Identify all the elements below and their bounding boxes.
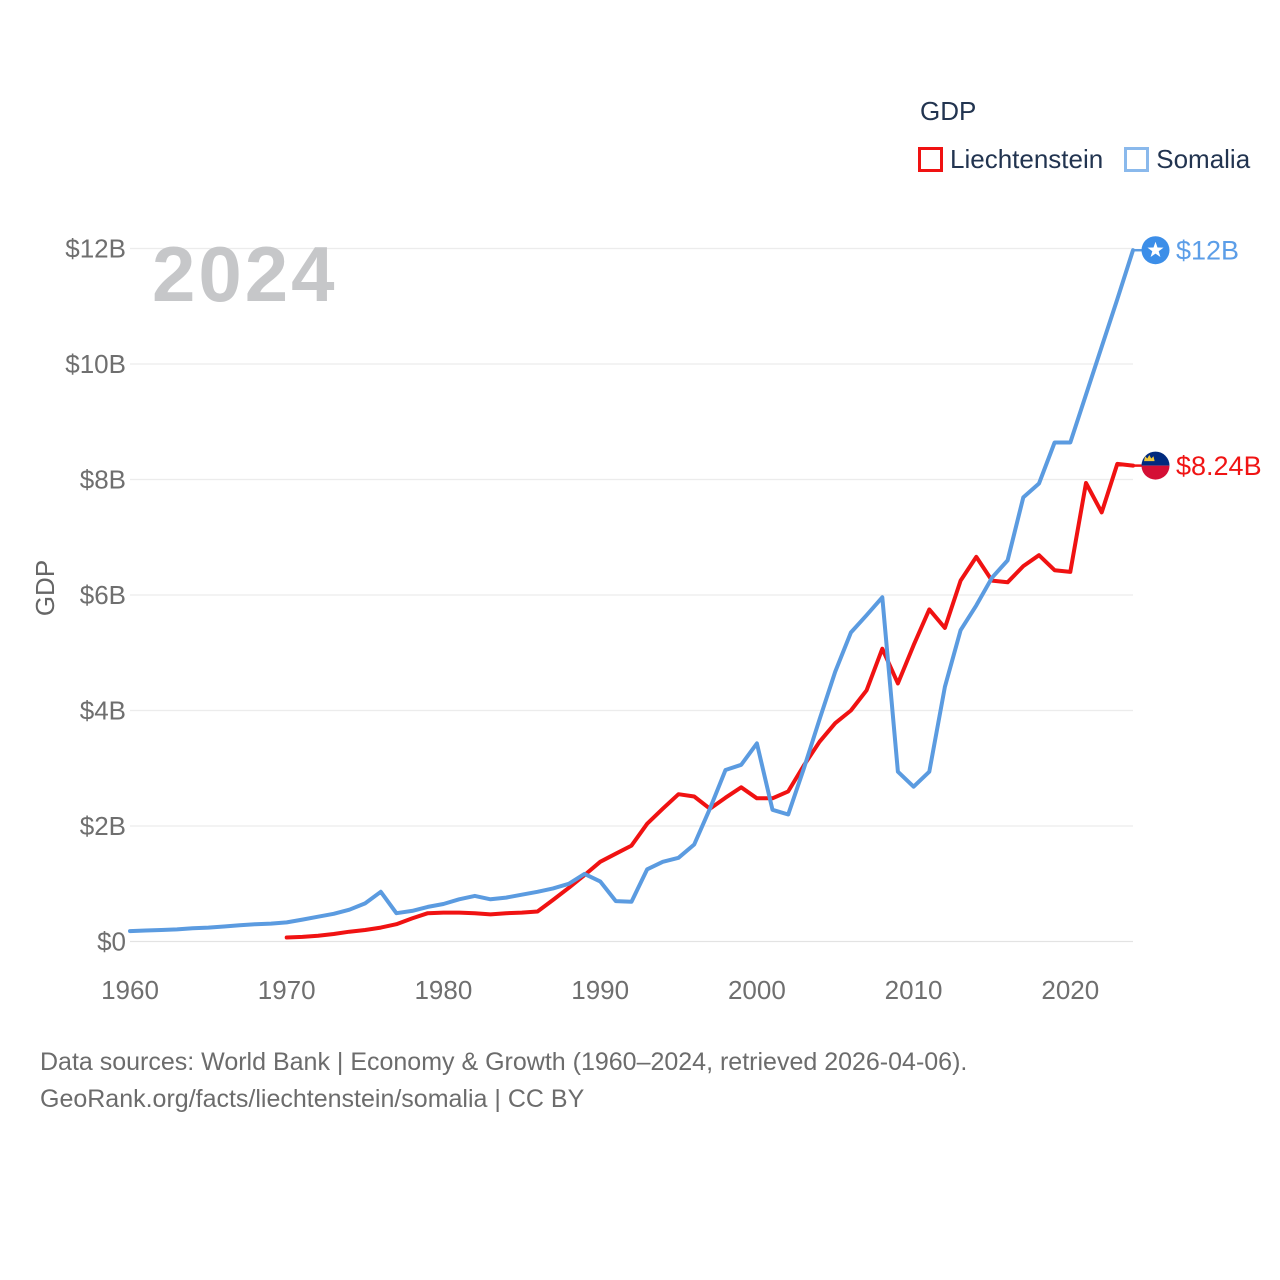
y-axis-title: GDP	[30, 560, 60, 616]
y-tick-label: $4B	[80, 696, 126, 726]
legend-label-liechtenstein: Liechtenstein	[950, 144, 1104, 174]
end-value-label-liechtenstein: $8.24B	[1176, 451, 1262, 481]
footer-attribution-line: GeoRank.org/facts/liechtenstein/somalia …	[40, 1085, 585, 1113]
end-value-label-somalia: $12B	[1176, 236, 1239, 266]
y-tick-label: $2B	[80, 811, 126, 841]
legend-item-somalia[interactable]: Somalia	[1124, 144, 1250, 175]
somalia-flag-icon	[1141, 236, 1170, 265]
x-tick-label: 1960	[101, 975, 159, 1005]
legend-label-somalia: Somalia	[1156, 144, 1251, 174]
liechtenstein-flag-icon	[1141, 451, 1170, 480]
chart-legend: GDP Liechtenstein Somalia	[918, 96, 1250, 175]
series-line-liechtenstein[interactable]	[284, 461, 1135, 940]
legend-item-liechtenstein[interactable]: Liechtenstein	[918, 144, 1103, 175]
y-tick-label: $0	[97, 927, 126, 957]
x-tick-label: 1990	[571, 975, 629, 1005]
series-line-somalia[interactable]	[128, 248, 1135, 934]
legend-swatch-somalia	[1124, 147, 1150, 172]
legend-swatch-liechtenstein	[918, 147, 943, 172]
x-tick-label: 1970	[258, 975, 316, 1005]
legend-items: Liechtenstein Somalia	[918, 144, 1250, 175]
y-tick-label: $10B	[65, 349, 126, 379]
x-tick-label: 2000	[728, 975, 786, 1005]
y-tick-label: $6B	[80, 580, 126, 610]
chart-footer: Data sources: World Bank | Economy & Gro…	[40, 1044, 967, 1118]
x-tick-label: 2010	[885, 975, 943, 1005]
footer-sources-line: Data sources: World Bank | Economy & Gro…	[40, 1048, 968, 1076]
y-tick-label: $12B	[65, 234, 126, 264]
y-tick-label: $8B	[80, 465, 126, 495]
legend-title: GDP	[920, 96, 977, 126]
x-tick-label: 2020	[1041, 975, 1099, 1005]
watermark-year: 2024	[152, 230, 338, 318]
x-tick-label: 1980	[414, 975, 472, 1005]
